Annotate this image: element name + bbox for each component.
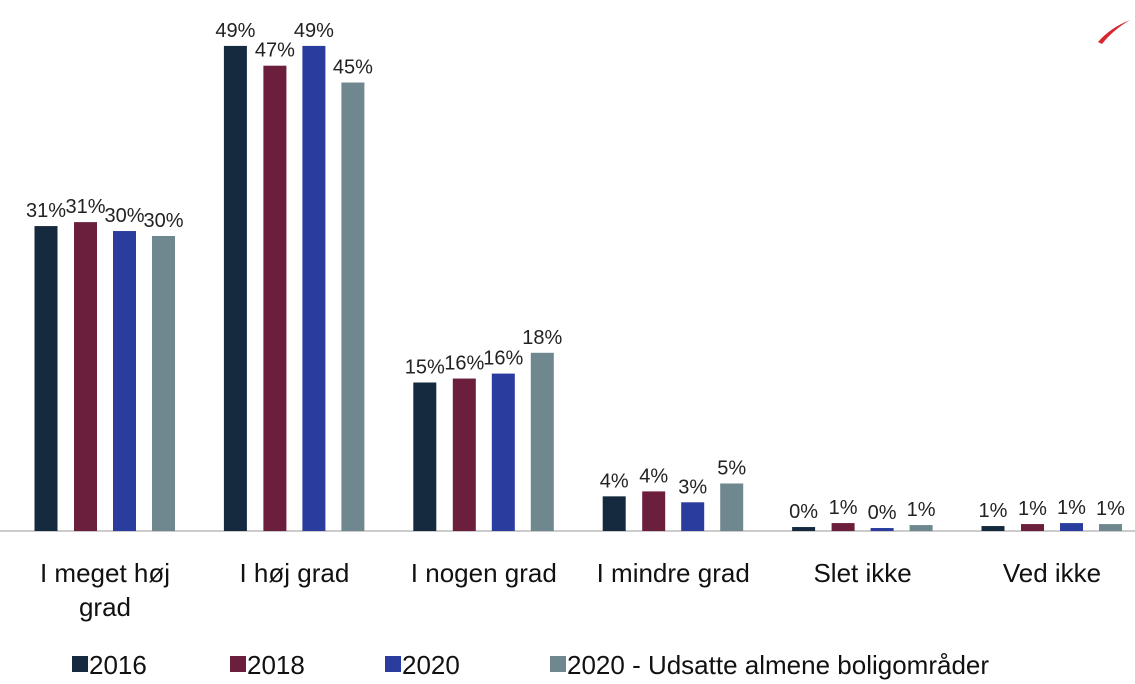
category-label: I nogen grad [410,558,557,588]
bar [981,526,1005,531]
legend-swatch [385,656,401,672]
bar [1099,524,1122,531]
bar [413,382,437,531]
legend-label: 2018 [247,650,305,680]
data-label: 1% [907,499,936,521]
bar [34,226,58,531]
bar [642,491,666,531]
data-label: 45% [333,57,373,79]
bar [602,496,626,531]
bar [792,527,816,531]
data-label: 47% [255,40,295,62]
bar [530,352,554,531]
bar [223,45,247,532]
data-label: 15% [405,357,445,379]
legend-swatch [72,656,88,672]
data-label: 30% [104,205,144,227]
data-label: 31% [65,196,105,218]
bar [681,502,705,531]
bar [341,82,365,531]
data-label: 1% [829,497,858,519]
category-label: I mindre grad [596,558,750,588]
bar [720,483,744,531]
logo-swoosh [1098,20,1130,44]
bar [1060,523,1083,531]
data-label: 0% [789,501,818,523]
data-label: 30% [143,210,183,232]
data-label: 5% [717,457,746,479]
data-label: 16% [483,348,523,370]
data-label: 0% [868,502,897,524]
data-label: 4% [600,470,629,492]
legend-label: 2020 - Udsatte almene boligområder [567,650,989,680]
legend-label: 2020 [402,650,460,680]
data-label: 4% [639,465,668,487]
category-label: Slet ikke [813,558,912,588]
bar [491,373,515,531]
category-label: I meget høj grad [39,558,171,622]
legend-swatch [230,656,246,672]
data-label: 49% [215,20,255,42]
data-label: 49% [294,20,334,42]
bar [870,528,894,531]
bar [113,231,136,531]
category-label: I høj grad [239,558,350,588]
category-label: Ved ikke [1002,558,1102,588]
data-label: 1% [1018,498,1047,520]
data-label: 1% [1057,497,1086,519]
data-label: 18% [522,327,562,349]
legend-label: 2016 [89,650,147,680]
bar [831,523,855,531]
data-label: 1% [979,500,1008,522]
data-label: 16% [444,353,484,375]
bar [1021,524,1044,531]
bar [152,235,175,532]
data-label: 3% [678,476,707,498]
bar [452,378,476,531]
legend-swatch [550,656,566,672]
bar [302,45,326,532]
bar [74,222,97,531]
bar [909,525,933,531]
data-label: 1% [1096,498,1125,520]
bar [263,65,287,531]
data-label: 31% [26,200,66,222]
